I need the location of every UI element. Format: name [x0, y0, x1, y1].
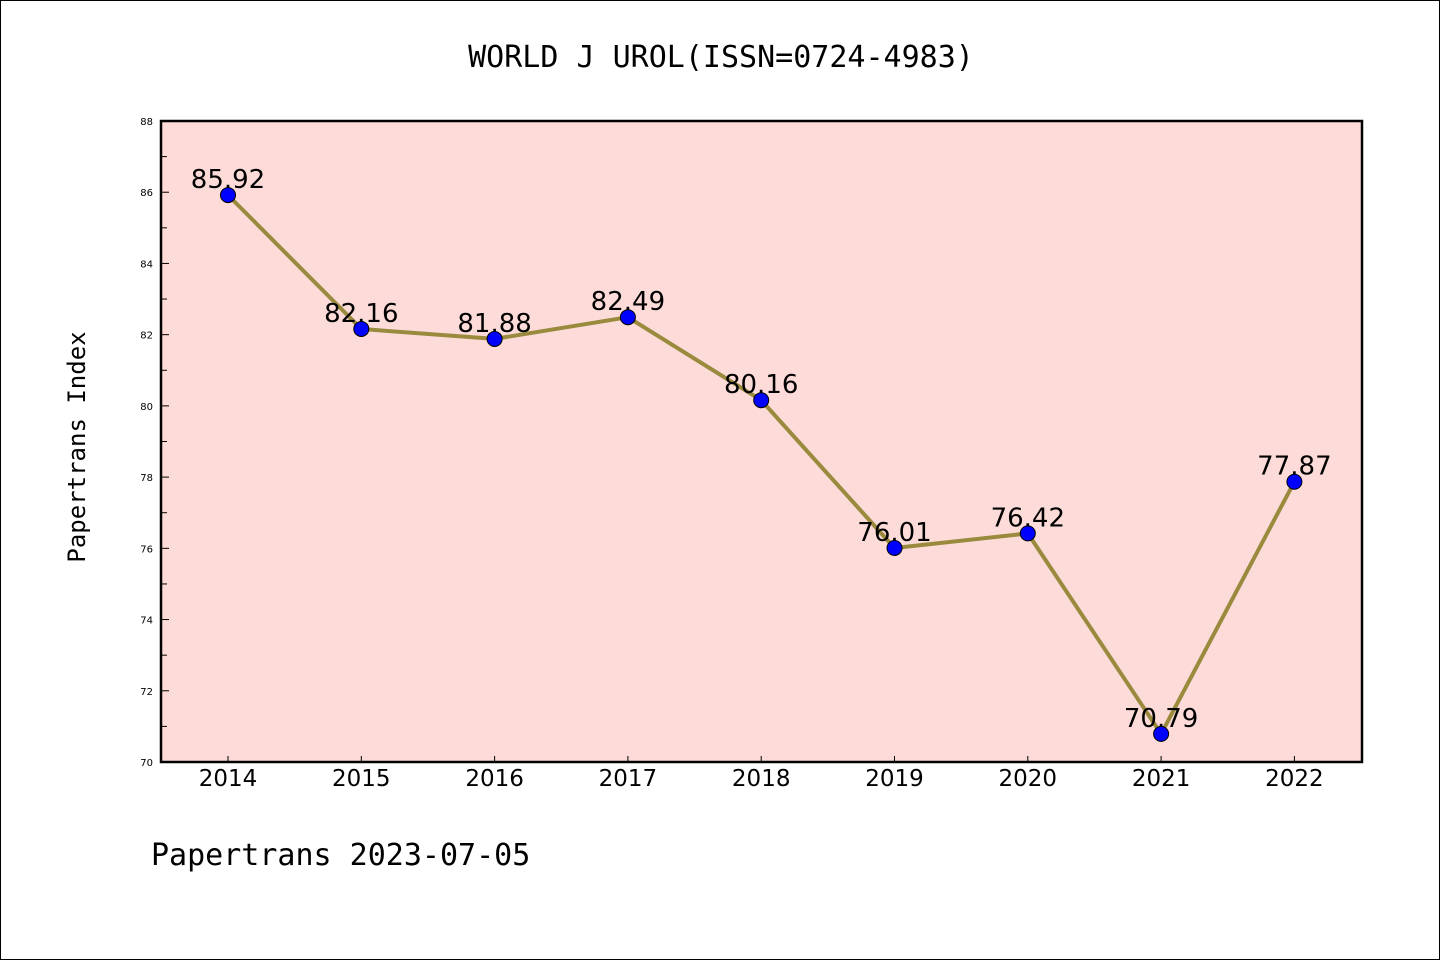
data-point	[1153, 725, 1170, 742]
x-tick-label: 2014	[199, 766, 258, 792]
data-point	[1019, 525, 1036, 542]
x-tick-label: 2022	[1265, 766, 1324, 792]
chart-title: WORLD J UROL(ISSN=0724-4983)	[468, 40, 974, 75]
y-axis: 70 72 74 76 78 80 82 84 86 88	[140, 117, 169, 769]
data-label: 82.49	[591, 287, 665, 317]
data-label: 76.42	[991, 503, 1065, 533]
data-label: 70.79	[1124, 704, 1198, 734]
y-tick-label: 78	[140, 473, 153, 484]
data-point	[353, 320, 370, 337]
x-tick-label: 2020	[999, 766, 1058, 792]
data-label: 85.92	[191, 165, 265, 195]
y-tick-label: 88	[140, 117, 153, 128]
y-tick-label: 72	[140, 687, 153, 698]
footer-source-date: Papertrans 2023-07-05	[151, 838, 530, 873]
data-label: 82.16	[324, 299, 398, 329]
data-label: 77.87	[1257, 452, 1331, 482]
y-tick-label: 70	[140, 758, 153, 769]
y-tick-label: 86	[140, 188, 153, 199]
data-point	[220, 187, 236, 204]
y-tick-label: 74	[140, 616, 153, 627]
data-point	[486, 330, 503, 347]
data-point	[1286, 473, 1303, 490]
y-tick-label: 82	[140, 331, 153, 342]
series-markers	[220, 187, 1303, 742]
x-axis: 2014 2015 2016 2017 2018 2019 2020 2021 2022	[199, 756, 1324, 792]
data-label: 81.88	[457, 309, 531, 339]
data-label: 76.01	[857, 518, 931, 548]
plot-area	[159, 119, 1364, 764]
data-labels: 85.92 82.16 81.88 82.49 80.16 76.01 76.42 70.79…	[191, 165, 1332, 734]
x-tick-label: 2016	[465, 766, 524, 792]
data-label: 80.16	[724, 370, 798, 400]
x-tick-label: 2021	[1132, 766, 1191, 792]
y-tick-label: 76	[140, 544, 153, 555]
x-tick-label: 2017	[599, 766, 658, 792]
y-tick-label: 84	[140, 259, 153, 270]
x-tick-label: 2015	[332, 766, 391, 792]
x-tick-label: 2019	[865, 766, 924, 792]
data-point	[619, 309, 636, 326]
x-tick-label: 2018	[732, 766, 791, 792]
data-point	[753, 392, 770, 409]
y-axis-label: Papertrans Index	[63, 331, 91, 562]
data-point	[886, 539, 903, 556]
y-tick-label: 80	[140, 402, 153, 413]
